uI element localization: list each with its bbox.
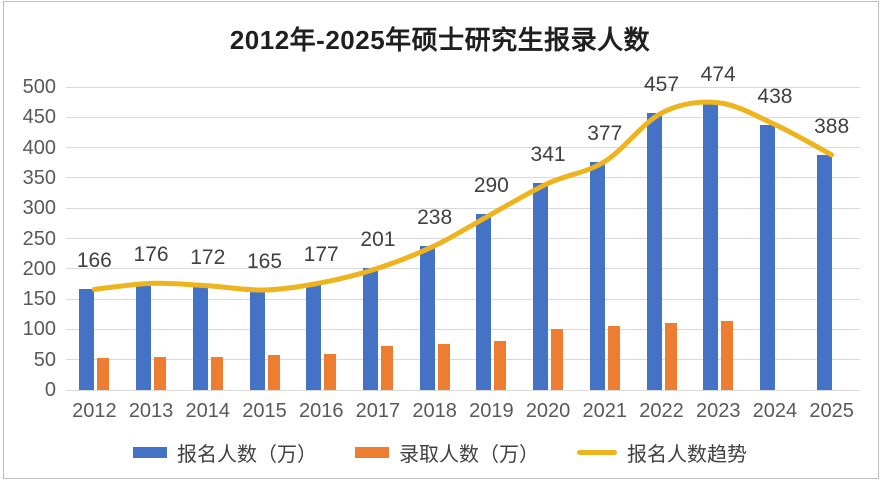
y-axis-tick-label: 400 (22, 136, 56, 159)
bar-applicants-2012 (79, 289, 95, 390)
bar-applicants-2016 (306, 282, 322, 390)
bar-admissions-2016 (324, 354, 337, 390)
bar-admissions-2018 (437, 343, 450, 390)
data-label-2012: 166 (76, 249, 112, 273)
gridline (66, 116, 860, 118)
bar-applicants-2019 (476, 214, 492, 390)
x-axis-label-2015: 2015 (242, 400, 287, 422)
x-axis-label-2021: 2021 (582, 400, 628, 422)
bar-applicants-2022 (646, 113, 662, 390)
legend-item-admissions: 录取人数（万） (355, 438, 539, 467)
gridline (66, 147, 860, 149)
bar-applicants-2021 (589, 161, 605, 390)
gridline (66, 298, 860, 300)
y-axis-tick-label: 200 (22, 257, 56, 280)
legend-label-admissions: 录取人数（万） (399, 443, 539, 466)
gridline (66, 207, 860, 209)
x-axis-label-2013: 2013 (128, 400, 174, 422)
gridline (66, 268, 860, 270)
bar-admissions-2015 (267, 355, 280, 390)
legend-swatch-trend-line (577, 449, 617, 455)
bar-admissions-2021 (607, 326, 620, 390)
plot-area: 0 50 100 150 200 250 300 350 400 450 500 166 176 172 1… (23, 63, 860, 422)
x-axis-label-2017: 2017 (355, 400, 401, 422)
bar-admissions-2019 (494, 340, 507, 390)
gridline (66, 328, 860, 330)
chart-legend: 报名人数（万） 录取人数（万） 报名人数趋势 (0, 438, 880, 466)
y-axis-tick-label: 150 (22, 288, 56, 311)
legend-swatch-admissions (355, 446, 389, 458)
bar-admissions-2020 (551, 329, 564, 390)
bar-applicants-2013 (136, 283, 152, 390)
y-axis-tick-label: 350 (22, 166, 56, 189)
x-axis-label-2024: 2024 (752, 400, 798, 422)
data-label-2017: 201 (360, 228, 396, 252)
gridline (66, 359, 860, 361)
y-axis-tick-label: 500 (22, 76, 56, 98)
bar-admissions-2023 (721, 320, 734, 390)
bar-admissions-2017 (380, 346, 393, 390)
y-axis-tick-label: 300 (22, 197, 56, 220)
x-axis-label-2022: 2022 (639, 400, 684, 422)
gridline (66, 86, 860, 88)
gridline (66, 389, 860, 391)
x-axis-label-2025: 2025 (809, 400, 854, 422)
data-label-2023: 474 (700, 62, 736, 86)
bar-applicants-2023 (703, 102, 719, 390)
y-axis-tick-label: 50 (33, 348, 56, 371)
bar-admissions-2022 (664, 323, 677, 390)
legend-item-applicants: 报名人数（万） (133, 438, 317, 467)
bar-admissions-2014 (210, 356, 223, 390)
x-axis-label-2016: 2016 (298, 400, 344, 422)
data-label-2019: 290 (473, 174, 509, 198)
x-axis-label-2020: 2020 (525, 400, 571, 422)
bar-applicants-2018 (419, 245, 435, 390)
bar-applicants-2025 (816, 154, 832, 390)
x-axis-label-2012: 2012 (72, 400, 117, 422)
y-axis-tick-label: 100 (22, 318, 56, 341)
chart-title: 2012年-2025年硕士研究生报录人数 (229, 25, 651, 55)
y-axis-tick-label: 450 (22, 106, 56, 129)
y-axis-tick-label: 0 (44, 379, 56, 401)
data-label-2014: 172 (190, 245, 226, 269)
data-label-2024: 438 (757, 84, 793, 108)
trend-line-svg (91, 99, 835, 293)
y-axis-tick-label: 250 (22, 227, 56, 250)
legend-swatch-applicants (133, 446, 167, 458)
bar-applicants-2017 (362, 268, 378, 390)
data-label-2020: 341 (530, 143, 566, 167)
data-label-2015: 165 (246, 250, 283, 273)
legend-label-trend: 报名人数趋势 (627, 443, 747, 466)
data-label-2025: 388 (814, 114, 850, 138)
data-label-2016: 177 (303, 242, 339, 266)
bar-applicants-2024 (759, 124, 775, 390)
data-label-2022: 457 (643, 73, 680, 97)
bar-admissions-2012 (97, 358, 110, 390)
x-axis-label-2018: 2018 (412, 400, 457, 422)
x-axis-label-2014: 2014 (185, 400, 231, 422)
bar-admissions-2013 (154, 357, 167, 390)
data-label-2018: 238 (417, 205, 453, 229)
data-label-2021: 377 (587, 121, 623, 145)
legend-item-trend: 报名人数趋势 (577, 438, 747, 467)
x-axis-label-2023: 2023 (695, 400, 741, 422)
data-label-2013: 176 (133, 243, 169, 267)
bar-applicants-2020 (533, 183, 549, 390)
gridline (66, 177, 860, 179)
legend-label-applicants: 报名人数（万） (177, 443, 317, 466)
bar-applicants-2014 (192, 285, 208, 390)
gridline (66, 238, 860, 239)
bar-applicants-2015 (249, 290, 265, 390)
trend-line-path (91, 99, 835, 293)
x-axis-label-2019: 2019 (469, 400, 514, 422)
